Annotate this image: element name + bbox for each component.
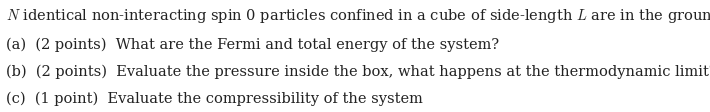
Text: $N$ identical non-interacting spin 0 particles confined in a cube of side-length: $N$ identical non-interacting spin 0 par… — [6, 7, 710, 25]
Text: (b)  (2 points)  Evaluate the pressure inside the box, what happens at the therm: (b) (2 points) Evaluate the pressure ins… — [6, 64, 710, 78]
Text: (a)  (2 points)  What are the Fermi and total energy of the system?: (a) (2 points) What are the Fermi and to… — [6, 37, 499, 52]
Text: (c)  (1 point)  Evaluate the compressibility of the system: (c) (1 point) Evaluate the compressibili… — [6, 91, 422, 105]
